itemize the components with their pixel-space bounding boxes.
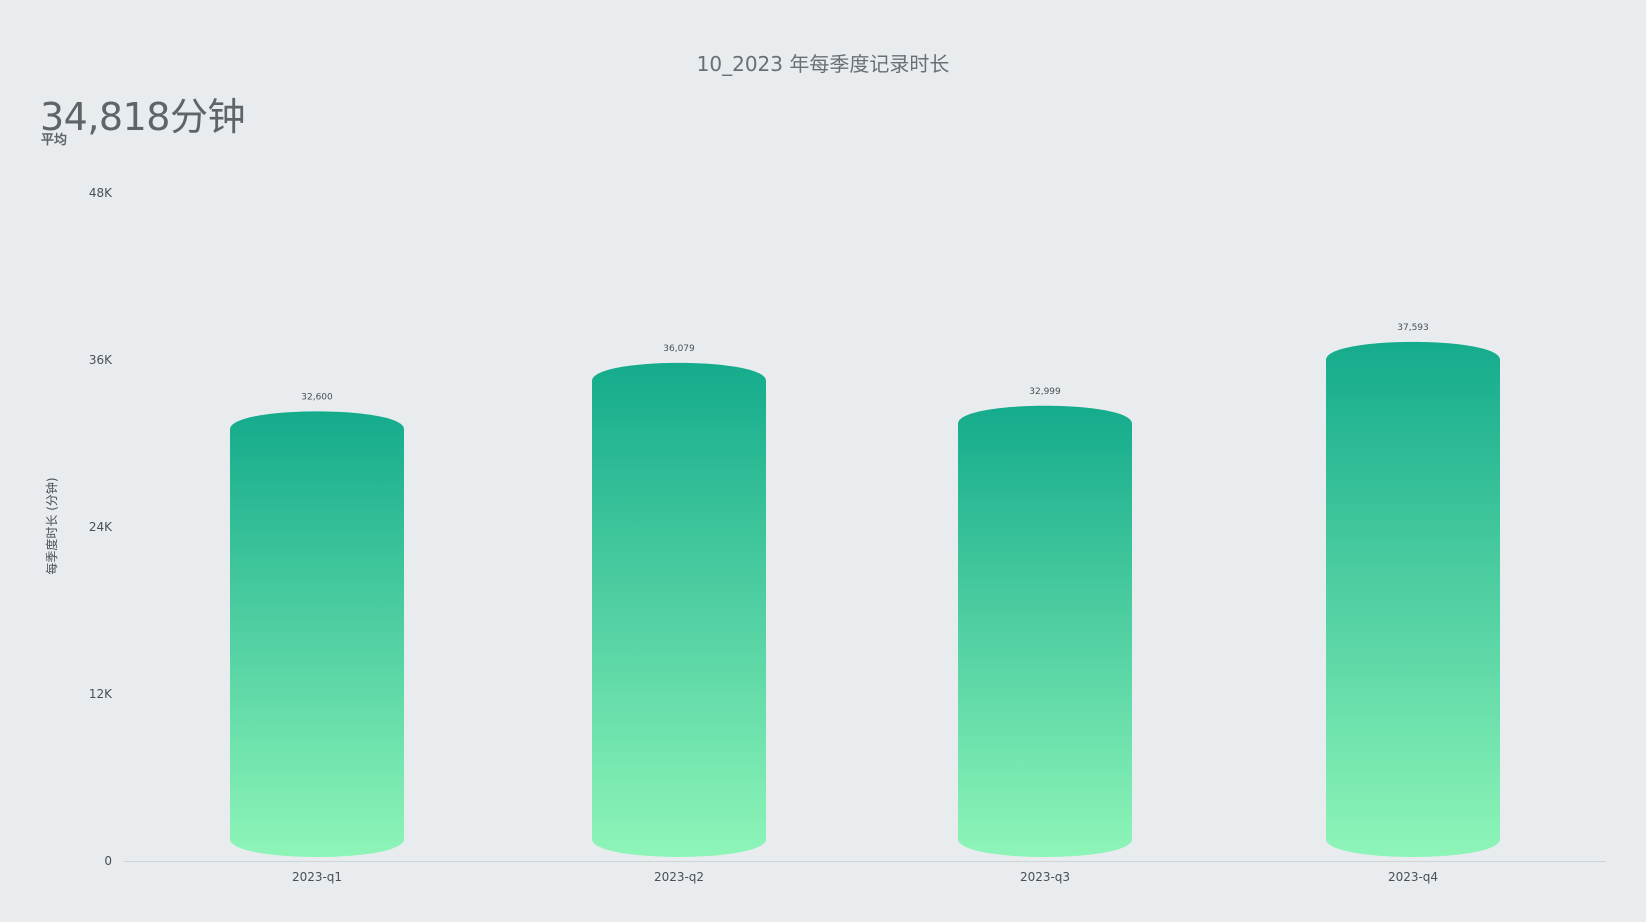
chart-title: 10_2023 年每季度记录时长 xyxy=(696,52,950,76)
bar-value-label: 37,593 xyxy=(1397,323,1429,333)
x-tick-label: 2023-q2 xyxy=(654,870,704,884)
y-tick-label: 24K xyxy=(89,520,113,534)
x-tick-label: 2023-q4 xyxy=(1388,870,1438,884)
bar-value-label: 36,079 xyxy=(663,344,695,354)
y-axis: 0 12K 24K 36K 48K xyxy=(89,186,113,868)
bar-value-label: 32,999 xyxy=(1029,387,1061,397)
bars: 32,600 36,079 32,999 37,593 xyxy=(230,323,1500,857)
bar-2023-q1[interactable] xyxy=(230,411,404,857)
average-value: 34,818分钟 xyxy=(40,95,245,139)
bar-2023-q2[interactable] xyxy=(592,362,766,857)
bar-2023-q3[interactable] xyxy=(958,405,1132,857)
x-axis: 2023-q1 2023-q2 2023-q3 2023-q4 xyxy=(292,870,1438,884)
y-tick-label: 36K xyxy=(89,353,113,367)
y-axis-title: 每季度时长 (分钟) xyxy=(44,477,59,574)
x-tick-label: 2023-q3 xyxy=(1020,870,1070,884)
bar-2023-q4[interactable] xyxy=(1326,341,1500,857)
y-tick-label: 48K xyxy=(89,186,113,200)
y-tick-label: 12K xyxy=(89,687,113,701)
x-tick-label: 2023-q1 xyxy=(292,870,342,884)
bar-value-label: 32,600 xyxy=(301,392,333,402)
y-tick-label: 0 xyxy=(104,854,112,868)
average-label: 平均 xyxy=(41,133,68,148)
